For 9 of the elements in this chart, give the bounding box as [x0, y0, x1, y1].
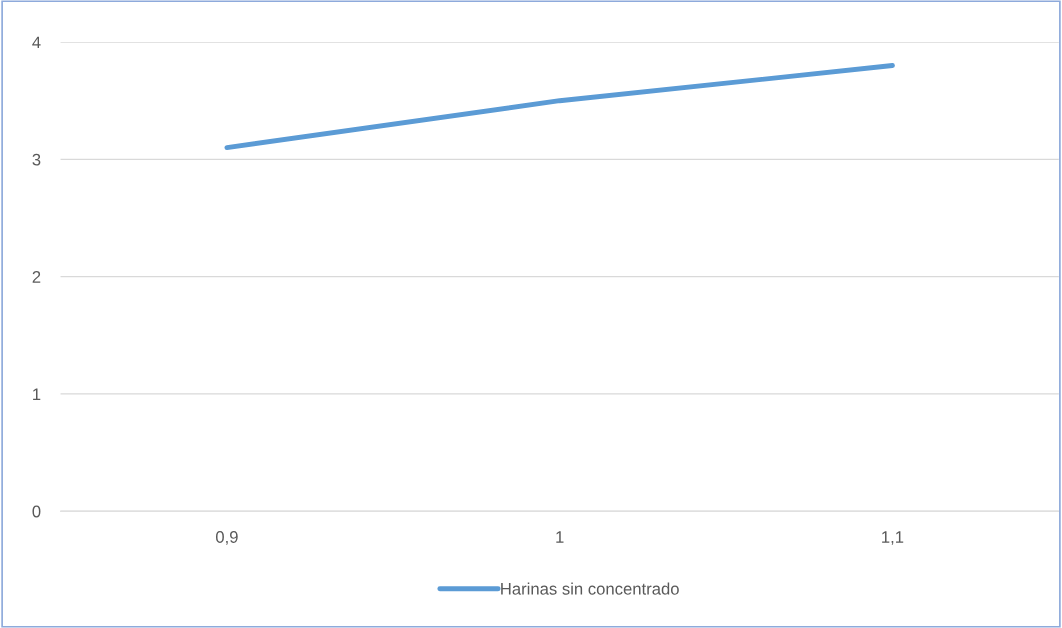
- y-tick-label: 1: [33, 388, 41, 400]
- x-tick-label: 0,9: [215, 531, 238, 545]
- y-tick-label: 3: [32, 153, 41, 166]
- y-tick-label: 2: [32, 271, 41, 283]
- x-tick-label: 1,1: [882, 531, 904, 545]
- legend-label: Harinas sin concentrado: [501, 582, 679, 595]
- y-tick-label: 0: [32, 505, 41, 518]
- x-tick-label: 1: [556, 531, 564, 543]
- y-tick-label: 4: [32, 36, 41, 49]
